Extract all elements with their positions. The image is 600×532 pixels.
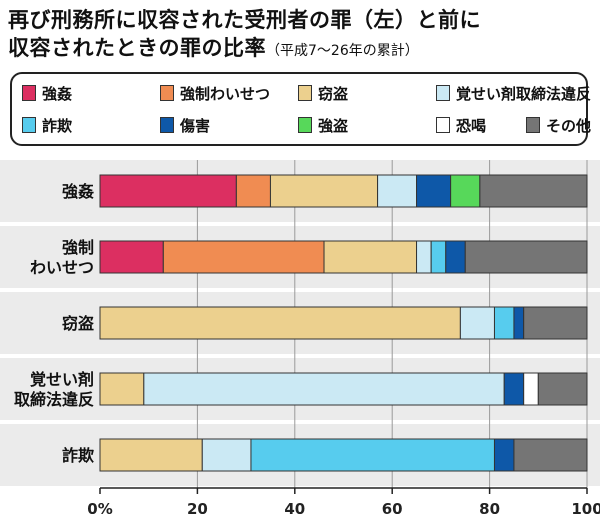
legend-swatch — [436, 117, 450, 133]
legend-swatch — [160, 117, 174, 133]
bar-segment — [523, 372, 539, 406]
bar-segment — [537, 372, 588, 406]
legend-swatch — [22, 117, 36, 133]
bar-segment — [99, 240, 164, 274]
legend-item: 強姦 — [22, 82, 72, 104]
legend-item: 恐喝 — [436, 114, 486, 136]
bar-segment — [250, 438, 495, 472]
category-label: 取締法違反 — [14, 390, 94, 409]
legend-label: 恐喝 — [456, 116, 487, 135]
legend-swatch — [298, 117, 312, 133]
bar-segment — [235, 174, 271, 208]
legend-item: その他 — [526, 114, 591, 136]
chart-subtitle: （平成7〜26年の累計） — [266, 43, 419, 59]
legend-label: 覚せい剤取締法違反 — [456, 84, 592, 103]
title-line-2-wrap: 収容されたときの罪の比率（平成7〜26年の累計） — [8, 34, 598, 65]
bar-segment — [323, 240, 418, 274]
legend-swatch — [22, 85, 36, 101]
legend-swatch — [160, 85, 174, 101]
legend-label: 強制わいせつ — [180, 84, 271, 103]
x-tick-label: 100 — [571, 500, 600, 518]
legend-swatch — [436, 85, 450, 101]
x-tick-label: 0% — [87, 500, 112, 518]
bar-segment — [430, 240, 447, 274]
bar-segment — [445, 240, 466, 274]
bar-segment — [269, 174, 379, 208]
chart-title: 再び刑務所に収容された受刑者の罪（左）と前に 収容されたときの罪の比率（平成7〜… — [8, 6, 598, 65]
bar-segment — [99, 438, 203, 472]
legend-item: 窃盗 — [298, 82, 348, 104]
bar-segment — [99, 174, 237, 208]
legend-item: 詐欺 — [22, 114, 72, 136]
category-label: 窃盗 — [62, 314, 94, 333]
legend-item: 覚せい剤取締法違反 — [436, 82, 591, 104]
legend-label: その他 — [546, 116, 592, 135]
bar-segment — [450, 174, 481, 208]
x-tick-label: 20 — [187, 500, 208, 518]
legend-label: 傷害 — [180, 116, 211, 135]
legend: 強姦 強制わいせつ 窃盗 覚せい剤取締法違反詐欺 傷害 強盗 恐喝 その他 — [10, 72, 591, 146]
legend-item: 強制わいせつ — [160, 82, 270, 104]
bar-segment — [464, 240, 588, 274]
category-label: 強姦 — [62, 182, 94, 201]
category-label: わいせつ — [30, 258, 94, 277]
legend-label: 強姦 — [42, 84, 73, 103]
x-tick-label: 60 — [382, 500, 403, 518]
bar-segment — [416, 174, 452, 208]
legend-label: 窃盗 — [318, 84, 349, 103]
bar-segment — [143, 372, 505, 406]
category-label: 詐欺 — [62, 446, 94, 465]
bar-segment — [459, 306, 495, 340]
legend-label: 詐欺 — [42, 116, 73, 135]
legend-label: 強盗 — [318, 116, 349, 135]
bar-segment — [377, 174, 418, 208]
title-line-2: 収容されたときの罪の比率 — [8, 36, 266, 60]
bar-segment — [503, 372, 525, 406]
x-tick-label: 40 — [284, 500, 305, 518]
legend-swatch — [298, 85, 312, 101]
bar-segment — [99, 372, 145, 406]
legend-item: 強盗 — [298, 114, 348, 136]
bar-segment — [162, 240, 325, 274]
category-label: 覚せい剤 — [30, 370, 94, 389]
legend-item: 傷害 — [160, 114, 210, 136]
title-line-1: 再び刑務所に収容された受刑者の罪（左）と前に — [8, 8, 481, 32]
bar-segment — [493, 306, 515, 340]
x-tick-label: 80 — [479, 500, 500, 518]
bar-segment — [201, 438, 252, 472]
bar-segment — [513, 438, 588, 472]
category-label: 強制 — [62, 238, 94, 257]
bar-segment — [479, 174, 588, 208]
bar-segment — [99, 306, 461, 340]
bar-segment — [493, 438, 515, 472]
bar-segment — [523, 306, 588, 340]
legend-swatch — [526, 117, 540, 133]
bar-segment — [513, 306, 525, 340]
bar-segment — [416, 240, 432, 274]
